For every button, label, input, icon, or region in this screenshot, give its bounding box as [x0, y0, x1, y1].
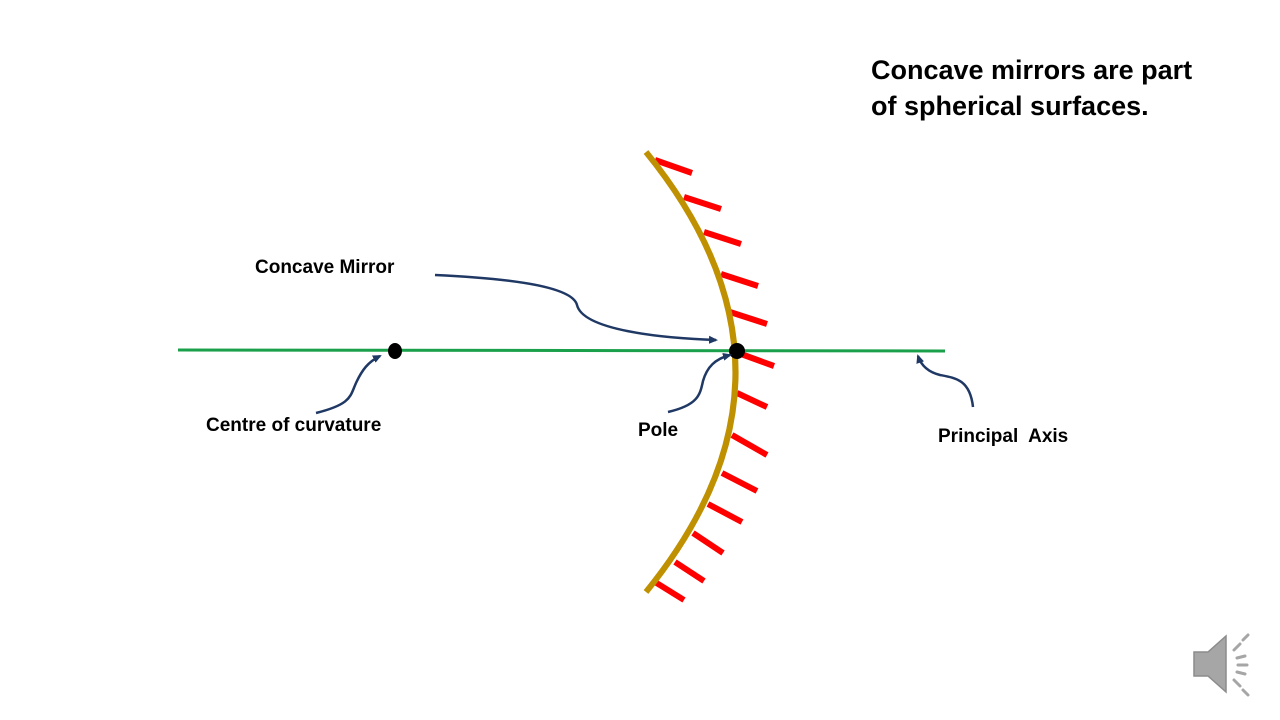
hatch-mark: [730, 432, 769, 458]
centre-of-curvature-point: [388, 343, 402, 359]
hatch-mark: [739, 351, 776, 369]
arrow-principal-axis: [916, 354, 975, 408]
principal-axis-label: Principal Axis: [938, 426, 1069, 447]
hatch-mark: [653, 579, 686, 603]
hatch-mark: [683, 194, 722, 212]
pole-label: Pole: [638, 420, 679, 441]
hatch-mark: [654, 157, 693, 176]
hatch-mark: [673, 559, 706, 584]
title-line-2: of spherical surfaces.: [871, 91, 1149, 121]
speaker-icon[interactable]: [1188, 630, 1260, 698]
slide-title: Concave mirrors are part of spherical su…: [871, 52, 1251, 124]
principal-axis-line: [177, 348, 946, 353]
mirror-hatching: [653, 157, 776, 603]
concave-mirror-arc: [643, 150, 739, 594]
hatch-mark: [720, 470, 759, 494]
hatch-mark: [735, 390, 769, 410]
hatch-mark: [706, 501, 744, 525]
hatch-mark: [720, 271, 759, 289]
hatch-mark: [691, 530, 725, 556]
hatch-mark: [729, 309, 768, 327]
hatch-mark: [703, 229, 742, 247]
title-line-1: Concave mirrors are part: [871, 55, 1193, 85]
concave-mirror-label: Concave Mirror: [255, 257, 395, 278]
arrow-pole: [667, 352, 732, 414]
arrow-centre-of-curvature: [315, 354, 382, 415]
arrow-concave-mirror: [434, 273, 718, 344]
centre-of-curvature-label: Centre of curvature: [206, 415, 382, 436]
pole-point: [729, 343, 745, 359]
